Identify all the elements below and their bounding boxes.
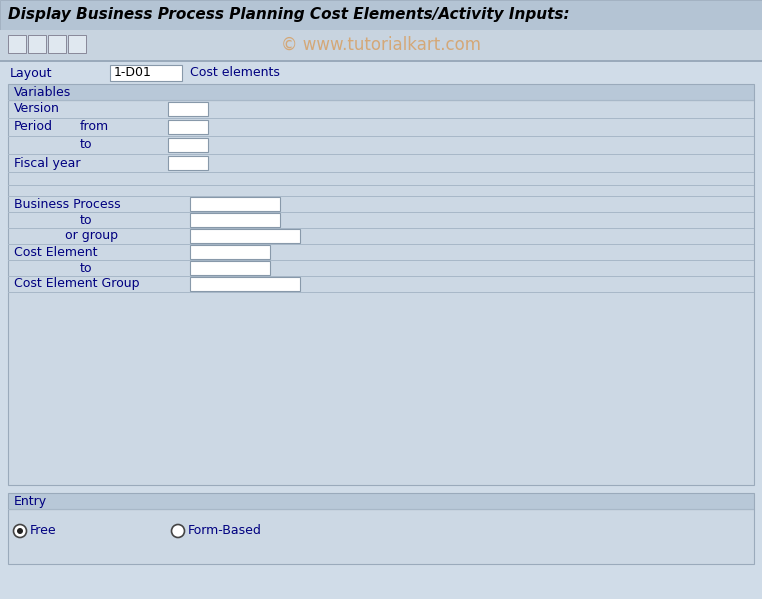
Bar (8, 172, 754, 173)
Text: Version: Version (14, 102, 60, 116)
Text: Business Process: Business Process (14, 198, 120, 210)
Bar (8, 196, 754, 197)
Text: Cost elements: Cost elements (190, 66, 280, 80)
Text: Form-Based: Form-Based (188, 525, 262, 537)
Bar (0, 30, 762, 60)
Bar (28, 35, 46, 53)
Bar (190, 229, 300, 243)
Bar (168, 120, 208, 134)
Circle shape (17, 528, 23, 534)
Bar (168, 138, 208, 152)
Bar (8, 509, 754, 510)
Bar (0, 60, 762, 62)
Bar (68, 35, 86, 53)
Text: Cost Element: Cost Element (14, 246, 98, 259)
Bar (190, 277, 300, 291)
Bar (48, 35, 66, 53)
Bar (8, 292, 754, 293)
Bar (8, 35, 26, 53)
Bar (8, 185, 754, 186)
Text: Free: Free (30, 525, 56, 537)
Bar (8, 154, 754, 155)
Text: Period: Period (14, 120, 53, 134)
Text: to: to (80, 262, 92, 274)
Bar (8, 136, 754, 137)
Text: or group: or group (65, 229, 118, 243)
Text: Variables: Variables (14, 86, 72, 98)
Text: to: to (80, 213, 92, 226)
Bar (8, 100, 754, 101)
Bar (190, 197, 280, 211)
Circle shape (14, 525, 27, 537)
Bar (190, 213, 280, 227)
Bar (8, 100, 754, 485)
Text: Cost Element Group: Cost Element Group (14, 277, 139, 291)
Text: © www.tutorialkart.com: © www.tutorialkart.com (281, 36, 481, 54)
Bar (8, 228, 754, 229)
Text: Fiscal year: Fiscal year (14, 156, 81, 170)
Bar (8, 84, 754, 100)
Text: from: from (80, 120, 109, 134)
Bar (190, 261, 270, 275)
Bar (0, 62, 762, 599)
Bar (8, 212, 754, 213)
Text: 1-D01: 1-D01 (114, 66, 152, 80)
Text: to: to (80, 138, 92, 152)
Bar (8, 244, 754, 245)
Bar (8, 118, 754, 119)
Bar (8, 260, 754, 261)
Text: Display Business Process Planning Cost Elements/Activity Inputs:: Display Business Process Planning Cost E… (8, 8, 570, 23)
Bar (110, 65, 182, 81)
Bar (8, 276, 754, 277)
Text: Layout: Layout (10, 66, 53, 80)
Circle shape (171, 525, 184, 537)
Bar (168, 156, 208, 170)
Text: Entry: Entry (14, 495, 47, 507)
Bar (168, 102, 208, 116)
Bar (0, 0, 762, 30)
Bar (8, 509, 754, 564)
Bar (8, 493, 754, 509)
Bar (190, 245, 270, 259)
